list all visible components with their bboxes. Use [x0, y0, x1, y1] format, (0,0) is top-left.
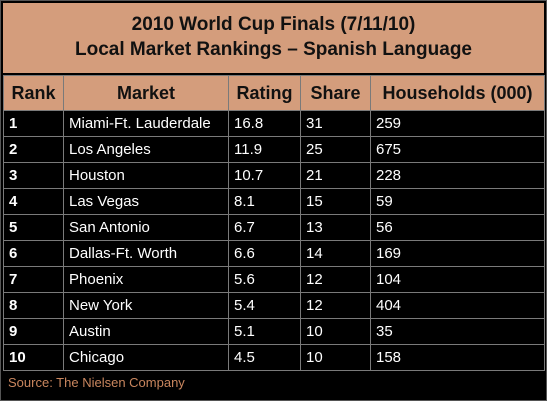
- title-line-1: 2010 World Cup Finals (7/11/10): [131, 14, 416, 35]
- table-row: 1 Miami-Ft. Lauderdale 16.8 31 259: [3, 110, 545, 137]
- cell-rank: 5: [3, 214, 64, 241]
- cell-rating: 11.9: [228, 136, 301, 163]
- cell-share: 25: [300, 136, 371, 163]
- column-header-households: Households (000): [370, 75, 545, 111]
- cell-households: 35: [370, 318, 545, 345]
- cell-share: 14: [300, 240, 371, 267]
- cell-rank: 3: [3, 162, 64, 189]
- column-header-market: Market: [63, 75, 229, 111]
- cell-households: 228: [370, 162, 545, 189]
- cell-rank: 10: [3, 344, 64, 371]
- cell-market: New York: [63, 292, 229, 319]
- cell-households: 56: [370, 214, 545, 241]
- cell-rank: 2: [3, 136, 64, 163]
- cell-share: 13: [300, 214, 371, 241]
- cell-market: Los Angeles: [63, 136, 229, 163]
- table-row: 3 Houston 10.7 21 228: [3, 162, 545, 189]
- cell-households: 404: [370, 292, 545, 319]
- table-row: 2 Los Angeles 11.9 25 675: [3, 136, 545, 163]
- table-row: 7 Phoenix 5.6 12 104: [3, 266, 545, 293]
- cell-share: 31: [300, 110, 371, 137]
- cell-rating: 16.8: [228, 110, 301, 137]
- cell-share: 21: [300, 162, 371, 189]
- table-row: 10 Chicago 4.5 10 158: [3, 344, 545, 371]
- cell-rank: 8: [3, 292, 64, 319]
- cell-share: 10: [300, 344, 371, 371]
- cell-market: Miami-Ft. Lauderdale: [63, 110, 229, 137]
- cell-rating: 4.5: [228, 344, 301, 371]
- cell-market: Houston: [63, 162, 229, 189]
- column-header-rating: Rating: [228, 75, 301, 111]
- table-row: 8 New York 5.4 12 404: [3, 292, 545, 319]
- title-line-2: Local Market Rankings – Spanish Language: [75, 39, 472, 60]
- cell-households: 59: [370, 188, 545, 215]
- cell-market: San Antonio: [63, 214, 229, 241]
- cell-rank: 4: [3, 188, 64, 215]
- cell-share: 10: [300, 318, 371, 345]
- column-header-share: Share: [300, 75, 371, 111]
- cell-share: 12: [300, 292, 371, 319]
- source-note: Source: The Nielsen Company: [8, 375, 185, 390]
- table-row: 6 Dallas-Ft. Worth 6.6 14 169: [3, 240, 545, 267]
- cell-rating: 6.6: [228, 240, 301, 267]
- cell-rank: 9: [3, 318, 64, 345]
- cell-households: 169: [370, 240, 545, 267]
- cell-market: Phoenix: [63, 266, 229, 293]
- cell-rating: 5.6: [228, 266, 301, 293]
- table-row: 5 San Antonio 6.7 13 56: [3, 214, 545, 241]
- cell-households: 104: [370, 266, 545, 293]
- cell-share: 15: [300, 188, 371, 215]
- cell-rank: 7: [3, 266, 64, 293]
- table-row: 9 Austin 5.1 10 35: [3, 318, 545, 345]
- table-header-row: Rank Market Rating Share Households (000): [3, 75, 545, 111]
- cell-rank: 1: [3, 110, 64, 137]
- cell-share: 12: [300, 266, 371, 293]
- cell-rating: 6.7: [228, 214, 301, 241]
- table-row: 4 Las Vegas 8.1 15 59: [3, 188, 545, 215]
- cell-market: Austin: [63, 318, 229, 345]
- cell-rating: 5.1: [228, 318, 301, 345]
- title-block: 2010 World Cup Finals (7/11/10) Local Ma…: [3, 3, 544, 73]
- cell-market: Dallas-Ft. Worth: [63, 240, 229, 267]
- cell-households: 259: [370, 110, 545, 137]
- cell-rank: 6: [3, 240, 64, 267]
- cell-market: Chicago: [63, 344, 229, 371]
- column-header-rank: Rank: [3, 75, 64, 111]
- cell-market: Las Vegas: [63, 188, 229, 215]
- cell-rating: 10.7: [228, 162, 301, 189]
- cell-households: 675: [370, 136, 545, 163]
- cell-households: 158: [370, 344, 545, 371]
- cell-rating: 5.4: [228, 292, 301, 319]
- table-body: 1 Miami-Ft. Lauderdale 16.8 31 259 2 Los Angel…: [3, 110, 545, 371]
- cell-rating: 8.1: [228, 188, 301, 215]
